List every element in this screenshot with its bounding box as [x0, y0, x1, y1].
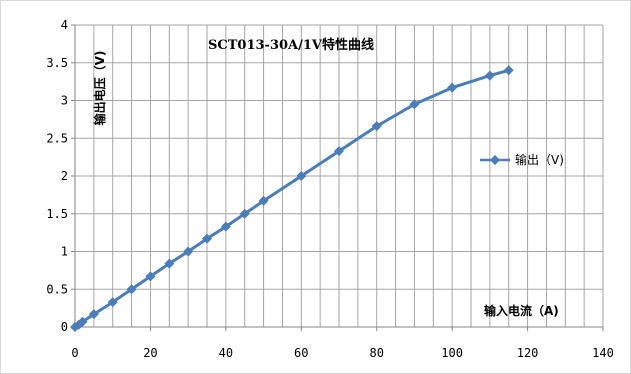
data-point-marker [484, 70, 495, 81]
y-tick-label: 4 [61, 18, 68, 32]
data-point-marker [183, 246, 194, 257]
x-axis-title: 输入电流（A) [484, 303, 559, 318]
data-point-marker [88, 309, 99, 320]
y-tick-label: 2.5 [46, 131, 68, 145]
data-point-marker [296, 171, 307, 181]
data-point-marker [77, 316, 88, 327]
x-tick-label: 100 [441, 346, 463, 360]
data-point-marker [126, 284, 137, 295]
x-tick-label: 120 [517, 346, 539, 360]
data-point-marker [371, 121, 382, 132]
y-tick-label: 3.5 [46, 56, 68, 70]
data-point-marker [164, 258, 175, 269]
x-tick-label: 40 [219, 346, 233, 360]
y-tick-labels: 0 0.5 1 1.5 2 2.5 3 3.5 4 [46, 18, 68, 334]
data-point-marker [107, 297, 118, 308]
data-point-marker [258, 195, 269, 206]
data-point-marker [409, 99, 420, 110]
data-point-marker [447, 82, 458, 93]
x-tick-label: 80 [369, 346, 383, 360]
legend: 输出（V) [480, 152, 564, 167]
data-point-marker [145, 271, 156, 282]
series-line [74, 68, 510, 329]
y-tick-label: 0.5 [46, 282, 68, 296]
y-axis-title: 输出电压（V) [92, 51, 107, 126]
y-tick-label: 2 [61, 169, 68, 183]
legend-marker-diamond-icon [490, 155, 500, 165]
data-point-marker [334, 146, 344, 157]
x-tick-label: 140 [592, 346, 614, 360]
x-tick-label: 0 [71, 346, 78, 360]
data-point-marker [239, 208, 250, 219]
x-tick-labels: 0 20 40 60 80 100 120 140 [71, 346, 613, 360]
data-point-marker [202, 233, 212, 244]
chart-title: SCT013-30A/1V特性曲线 [208, 37, 374, 53]
x-tick-label: 20 [143, 346, 157, 360]
data-point-marker [503, 65, 514, 76]
x-tick-label: 60 [294, 346, 308, 360]
series-layer [70, 65, 514, 332]
y-tick-label: 0 [61, 320, 68, 334]
data-point-marker [220, 221, 231, 232]
grid-lines [75, 24, 604, 327]
y-tick-label: 1.5 [46, 207, 68, 221]
legend-label: 输出（V) [515, 152, 564, 167]
axes [71, 24, 604, 331]
y-tick-label: 1 [61, 245, 68, 259]
y-tick-label: 3 [61, 94, 68, 108]
